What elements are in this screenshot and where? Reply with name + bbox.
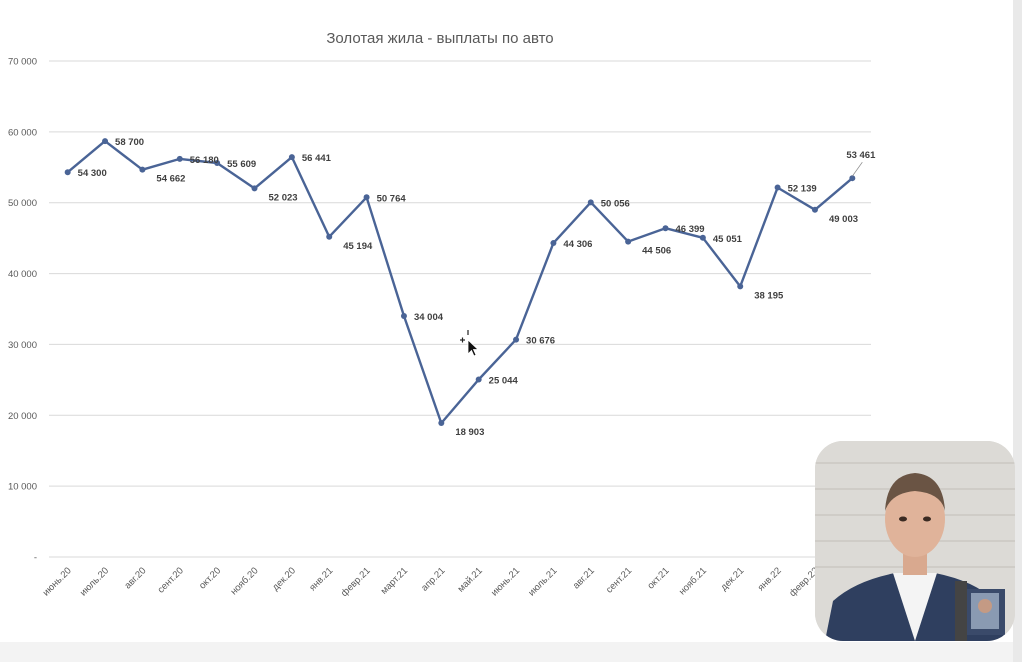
x-tick-label: март.21 bbox=[379, 565, 410, 596]
data-label: 58 700 bbox=[115, 137, 144, 148]
data-label: 45 051 bbox=[713, 234, 743, 245]
data-point bbox=[251, 185, 258, 192]
data-label: 56 180 bbox=[190, 155, 219, 166]
series-line bbox=[66, 139, 854, 425]
y-tick-label: 60 000 bbox=[8, 127, 37, 138]
x-tick-label: апр.21 bbox=[419, 565, 447, 593]
x-tick-label: май.21 bbox=[456, 565, 485, 594]
chart-title: Золотая жила - выплаты по авто bbox=[326, 30, 553, 47]
x-axis-tick-labels: июнь.20 июль.20 авг.20 сент.20 окт.20 нояб.20… bbox=[41, 565, 859, 599]
data-label: 38 195 bbox=[754, 290, 784, 301]
right-edge-bar bbox=[1013, 0, 1022, 662]
data-point bbox=[849, 175, 856, 182]
webcam-overlay bbox=[815, 441, 1015, 641]
data-point bbox=[774, 184, 781, 191]
grid-lines bbox=[49, 60, 871, 558]
data-label: 54 300 bbox=[78, 168, 107, 179]
data-label: 55 609 bbox=[227, 159, 256, 170]
data-label: 30 676 bbox=[526, 336, 555, 347]
y-tick-label: 70 000 bbox=[8, 57, 37, 68]
x-tick-label: сент.20 bbox=[156, 565, 186, 595]
x-tick-label: окт.21 bbox=[645, 565, 671, 591]
x-tick-label: нояб.20 bbox=[229, 565, 261, 597]
x-tick-label: нояб.21 bbox=[677, 565, 709, 597]
data-label: 52 023 bbox=[269, 192, 298, 203]
data-label: 56 441 bbox=[302, 153, 332, 164]
y-tick-label: 20 000 bbox=[8, 411, 37, 422]
x-tick-label: авг.20 bbox=[122, 565, 148, 591]
x-tick-label: янв.22 bbox=[756, 565, 784, 593]
data-label: 50 764 bbox=[377, 193, 407, 204]
data-point bbox=[139, 166, 146, 173]
data-label: 44 306 bbox=[563, 239, 592, 250]
bottom-bar bbox=[0, 642, 1022, 662]
data-label: 34 004 bbox=[414, 312, 444, 323]
x-tick-label: сент.21 bbox=[604, 565, 634, 595]
data-point bbox=[811, 206, 818, 213]
data-label: 46 399 bbox=[676, 224, 705, 235]
data-labels: 54 300 58 700 54 662 56 180 55 609 52 023 56 4… bbox=[78, 137, 876, 438]
data-label: 25 044 bbox=[489, 376, 519, 387]
data-point bbox=[363, 194, 370, 201]
data-label: 50 056 bbox=[601, 198, 630, 209]
y-tick-label: 10 000 bbox=[8, 482, 37, 493]
data-point bbox=[699, 234, 706, 241]
data-label: 44 506 bbox=[642, 246, 671, 257]
x-tick-label: июль.21 bbox=[526, 565, 559, 598]
data-point bbox=[326, 233, 333, 240]
data-point bbox=[64, 169, 71, 176]
data-point bbox=[513, 336, 520, 343]
data-label: 54 662 bbox=[156, 174, 185, 185]
data-point bbox=[214, 159, 221, 166]
data-point bbox=[587, 199, 594, 206]
data-point bbox=[625, 238, 632, 245]
data-point bbox=[737, 283, 744, 290]
y-tick-label: - bbox=[34, 553, 37, 564]
cursor-icon bbox=[460, 330, 480, 357]
x-tick-label: дек.21 bbox=[719, 565, 747, 593]
data-label: 52 139 bbox=[788, 184, 817, 195]
x-tick-label: июль.20 bbox=[78, 565, 111, 598]
data-label: 18 903 bbox=[455, 427, 484, 438]
y-tick-label: 30 000 bbox=[8, 340, 37, 351]
x-tick-label: авг.21 bbox=[571, 565, 597, 591]
data-point bbox=[550, 240, 557, 247]
data-point bbox=[176, 155, 183, 162]
x-tick-label: янв.21 bbox=[307, 565, 335, 593]
y-tick-label: 50 000 bbox=[8, 198, 37, 209]
series-line-path bbox=[66, 139, 854, 425]
x-tick-label: дек.20 bbox=[270, 565, 298, 593]
data-point bbox=[102, 138, 109, 145]
data-point bbox=[662, 225, 669, 232]
data-point bbox=[400, 313, 407, 320]
x-tick-label: февр.21 bbox=[339, 565, 373, 599]
y-tick-label: 40 000 bbox=[8, 269, 37, 280]
data-label: 53 461 bbox=[846, 150, 876, 161]
x-tick-label: июнь.20 bbox=[41, 565, 74, 598]
presenter-portrait bbox=[815, 441, 1015, 641]
data-label-leader bbox=[851, 161, 863, 177]
data-label: 45 194 bbox=[343, 241, 373, 252]
x-tick-label: июнь.21 bbox=[489, 565, 522, 598]
data-label: 49 003 bbox=[829, 214, 858, 225]
series-points bbox=[64, 138, 856, 427]
data-point bbox=[288, 154, 295, 161]
x-tick-label: окт.20 bbox=[197, 565, 223, 591]
data-point bbox=[475, 376, 482, 383]
data-point bbox=[438, 420, 445, 427]
y-axis-tick-labels: - 10 000 20 000 30 000 40 000 50 000 60 000 70 … bbox=[8, 57, 37, 564]
